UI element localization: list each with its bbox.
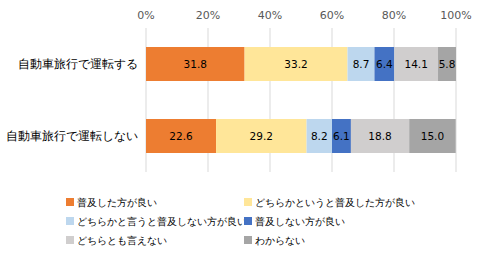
bars: [146, 47, 456, 153]
tick-label: 40%: [258, 9, 282, 22]
data-label: 15.0: [421, 130, 444, 142]
tick-label: 60%: [320, 9, 344, 22]
data-label: 33.2: [284, 58, 307, 70]
data-label: 6.4: [376, 58, 393, 70]
legend-label: 普及しない方が良い: [255, 216, 345, 227]
legend-swatch: [66, 236, 74, 244]
legend-swatch: [66, 217, 74, 225]
bar-segment: [348, 47, 375, 81]
data-label: 8.7: [353, 58, 370, 70]
legend-swatch: [244, 217, 252, 225]
tick-label: 80%: [382, 9, 406, 22]
bar-segment: [351, 119, 409, 153]
legend-label: 普及した方が良い: [77, 197, 157, 208]
data-label: 29.2: [250, 130, 273, 142]
bar-segment: [307, 119, 332, 153]
data-label: 31.8: [184, 58, 207, 70]
data-label: 8.2: [311, 130, 328, 142]
bar-segment: [332, 119, 351, 153]
bar-segment: [146, 119, 216, 153]
tick-label: 100%: [440, 9, 471, 22]
bar-segment: [216, 119, 307, 153]
grid: [146, 28, 456, 172]
legend-label: どちらかと言うと普及しない方が良い: [77, 216, 247, 227]
bar-segment: [374, 47, 394, 81]
data-label: 6.1: [333, 130, 350, 142]
bar-segment: [409, 119, 456, 153]
data-label: 14.1: [404, 58, 427, 70]
legend-swatch: [66, 198, 74, 206]
data-label: 18.8: [368, 130, 391, 142]
bar-segment: [146, 47, 245, 81]
bar-segment: [394, 47, 438, 81]
tick-label: 0%: [137, 9, 154, 22]
tick-label: 20%: [196, 9, 220, 22]
legend-label: どちらとも言えない: [77, 235, 167, 246]
data-label: 22.6: [169, 130, 193, 142]
legend: 普及した方が良い どちらかというと普及した方が良いどちらかと言うと普及しない方が良…: [66, 197, 415, 246]
category-label: 自動車旅行で運転しない: [6, 129, 138, 143]
chart: 0% 20% 40% 60% 80% 100% 31.8 33.2 8.7 6.4 14.1 5.8 2…: [0, 0, 481, 265]
data-label: 5.8: [439, 58, 456, 70]
legend-label: わからない: [255, 235, 305, 246]
legend-label: どちらかというと普及した方が良い: [255, 197, 415, 208]
bar-segment: [245, 47, 348, 81]
category-label: 自動車旅行で運転する: [18, 57, 138, 71]
legend-swatch: [244, 236, 252, 244]
data-labels: 31.8 33.2 8.7 6.4 14.1 5.8 22.6 29.2 8.2 6.1 18.8 1…: [169, 58, 455, 142]
bar-segment: [438, 47, 456, 81]
legend-swatch: [244, 198, 252, 206]
